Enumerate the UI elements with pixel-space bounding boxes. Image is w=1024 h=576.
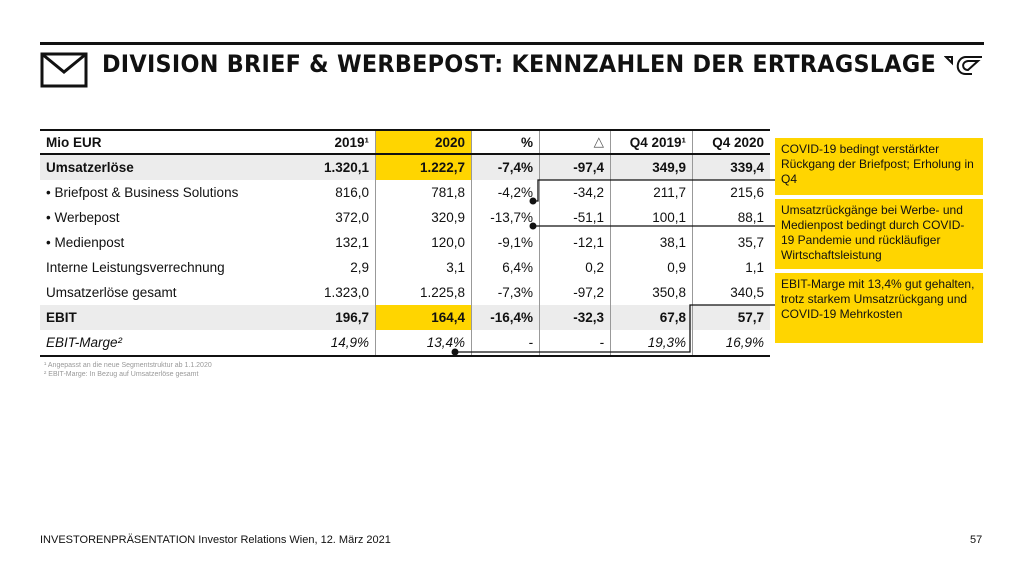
table-cell: 164,4	[375, 305, 472, 330]
col-header: 2020	[375, 129, 472, 155]
financial-table: Mio EUR 2019¹ 2020 % △ Q4 2019¹ Q4 2020 …	[40, 129, 770, 357]
table-cell: -97,2	[539, 280, 611, 305]
table-cell: 0,2	[539, 255, 611, 280]
footnote: ¹ Angepasst an die neue Segmentstruktur …	[44, 362, 212, 369]
callout-werbepost: Umsatzrückgänge bei Werbe- und Medienpos…	[775, 199, 983, 269]
table-cell: 340,5	[730, 285, 764, 300]
col-header: Mio EUR	[40, 129, 305, 155]
table-cell: -13,7%	[471, 205, 540, 230]
table-cell: 1,1	[745, 260, 764, 275]
table-cell: 816,0	[305, 180, 376, 205]
top-rule	[40, 42, 984, 45]
table-cell: 0,9	[610, 255, 693, 280]
table-row: Interne Leistungsverrechnung 2,9 3,1 6,4% 0,…	[40, 255, 770, 280]
table-cell: • Briefpost & Business Solutions	[46, 185, 239, 200]
table-row: EBIT-Marge² 14,9% 13,4% - -19,3% 16,9%	[40, 330, 770, 357]
table-cell: 372,0	[305, 205, 376, 230]
table-cell: 2,9	[305, 255, 376, 280]
table-cell: 1.323,0	[305, 280, 376, 305]
table-cell: -7,4%	[471, 154, 540, 180]
table-cell: Umsatzerlöse	[40, 154, 305, 180]
table-cell: 781,8	[375, 180, 472, 205]
table-row: • Werbepost 372,0 320,9 -13,7% -51,1 100,1 88,…	[40, 205, 770, 230]
table-cell: Umsatzerlöse gesamt	[46, 285, 177, 300]
table-cell: 320,9	[375, 205, 472, 230]
table-cell: • Werbepost	[46, 210, 120, 225]
table-row: Umsatzerlöse 1.320,1 1.222,7 -7,4% -97,4 349,…	[40, 154, 770, 180]
table-cell: 38,1	[610, 230, 693, 255]
table-cell: Interne Leistungsverrechnung	[46, 260, 225, 275]
table-cell: 6,4%	[471, 255, 540, 280]
table-cell: -4,2%	[471, 180, 540, 205]
table-cell: -32,3	[539, 305, 611, 330]
table-cell: -9,1%	[471, 230, 540, 255]
callout-ebit: EBIT-Marge mit 13,4% gut gehalten, trotz…	[775, 273, 983, 343]
table-row: • Medienpost 132,1 120,0 -9,1% -12,1 38,1 35,7	[40, 230, 770, 255]
table-cell: 350,8	[610, 280, 693, 305]
table-cell: 1.225,8	[375, 280, 472, 305]
table-header: Mio EUR 2019¹ 2020 % △ Q4 2019¹ Q4 2020	[40, 129, 770, 155]
table-cell: 196,7	[305, 305, 376, 330]
table-cell: 339,4	[692, 154, 770, 180]
col-header: 2019¹	[305, 129, 376, 155]
post-horn-logo-icon	[944, 56, 982, 75]
table-row: • Briefpost & Business Solutions 816,0 781…	[40, 180, 770, 205]
table-row: Umsatzerlöse gesamt 1.323,0 1.225,8 -7,3% -9…	[40, 280, 770, 305]
table-cell: 57,7	[692, 305, 770, 330]
table-cell: 88,1	[737, 210, 764, 225]
table-cell: • Medienpost	[46, 235, 125, 250]
envelope-icon	[40, 52, 88, 88]
table-cell: EBIT-Marge²	[40, 330, 305, 357]
table-cell: EBIT	[40, 305, 305, 330]
table-cell: 1.222,7	[375, 154, 472, 180]
page-title: DIVISION BRIEF & WERBEPOST: KENNZAHLEN D…	[102, 50, 936, 78]
table-cell: -16,4%	[471, 305, 540, 330]
table-cell: -97,4	[539, 154, 611, 180]
col-header: Q4 2020	[692, 129, 770, 155]
table-cell: 35,7	[737, 235, 764, 250]
footer-text: INVESTORENPRÄSENTATION Investor Relation…	[40, 534, 391, 546]
table-cell: 16,9%	[692, 330, 770, 357]
col-header: Q4 2019¹	[610, 129, 693, 155]
table-cell: 3,1	[375, 255, 472, 280]
callout-briefpost: COVID-19 bedingt verstärkter Rückgang de…	[775, 138, 983, 195]
table-cell: 14,9%	[305, 330, 376, 357]
table-cell: 1.320,1	[305, 154, 376, 180]
col-header: %	[471, 129, 540, 155]
table-cell: 132,1	[305, 230, 376, 255]
table-cell: 67,8	[610, 305, 693, 330]
table-cell: 211,7	[610, 180, 693, 205]
table-cell: 349,9	[610, 154, 693, 180]
table-cell: -7,3%	[471, 280, 540, 305]
table-cell: -12,1	[539, 230, 611, 255]
table-cell: 120,0	[375, 230, 472, 255]
table-cell: 215,6	[730, 185, 764, 200]
table-row: EBIT 196,7 164,4 -16,4% -32,3 67,8 57,7	[40, 305, 770, 330]
footnote: ² EBIT-Marge: In Bezug auf Umsatzerlöse …	[44, 371, 199, 378]
page-number: 57	[970, 534, 983, 546]
table-cell: -34,2	[539, 180, 611, 205]
col-header: △	[539, 129, 611, 155]
